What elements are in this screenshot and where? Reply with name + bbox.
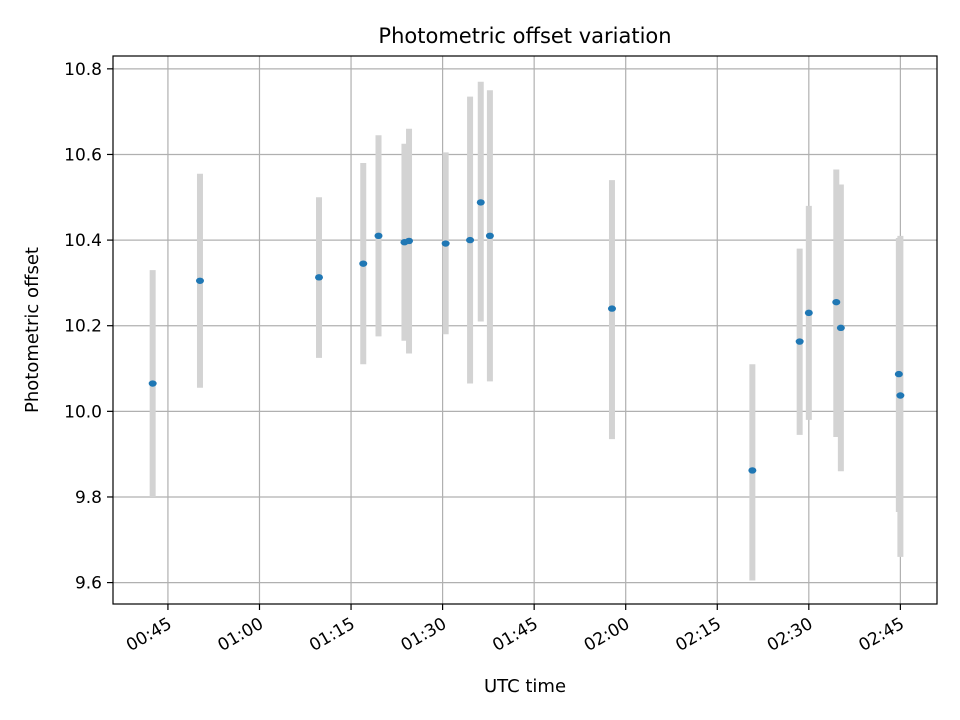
y-tick-label: 9.8 bbox=[75, 488, 102, 508]
x-tick-label: 02:00 bbox=[581, 614, 633, 656]
x-tick-label: 02:45 bbox=[855, 614, 907, 656]
y-tick-label: 10.4 bbox=[64, 231, 102, 251]
x-tick-label: 00:45 bbox=[123, 614, 175, 656]
data-point bbox=[466, 236, 475, 244]
y-tick-label: 10.8 bbox=[64, 60, 102, 80]
chart-title: Photometric offset variation bbox=[378, 24, 671, 48]
data-point bbox=[607, 305, 616, 312]
data-point bbox=[359, 260, 368, 267]
data-point bbox=[894, 370, 903, 378]
y-tick-label: 10.6 bbox=[64, 145, 102, 165]
x-tick-label: 01:45 bbox=[489, 614, 541, 656]
data-point bbox=[836, 324, 845, 332]
y-tick-label: 10.2 bbox=[64, 317, 102, 337]
y-tick-label: 10.0 bbox=[64, 402, 102, 422]
data-point bbox=[195, 277, 204, 284]
data-point bbox=[485, 232, 494, 240]
data-point bbox=[405, 237, 414, 245]
data-point bbox=[795, 338, 804, 345]
data-point bbox=[315, 274, 323, 281]
x-tick-label: 02:15 bbox=[672, 614, 724, 656]
data-point bbox=[374, 232, 383, 240]
data-point bbox=[832, 298, 841, 306]
y-axis-title: Photometric offset bbox=[22, 247, 43, 413]
data-point bbox=[476, 199, 485, 206]
plot-area-frame bbox=[112, 55, 938, 605]
data-point bbox=[896, 392, 905, 399]
data-point bbox=[148, 380, 157, 387]
error-bars bbox=[149, 81, 904, 581]
data-point bbox=[748, 467, 757, 474]
x-tick-label: 01:00 bbox=[215, 614, 267, 656]
y-tick-label: 9.6 bbox=[75, 574, 102, 594]
x-axis-ticks: 00:45 01:00 01:15 01:30 01:45 02:00 02:15 02:30… bbox=[123, 604, 908, 656]
x-axis-title: UTC time bbox=[484, 676, 566, 697]
grid bbox=[113, 56, 937, 604]
data-point bbox=[804, 309, 813, 317]
x-tick-label: 01:15 bbox=[306, 614, 358, 656]
x-tick-label: 01:30 bbox=[398, 614, 450, 656]
data-point bbox=[441, 240, 450, 247]
y-axis-ticks: 9.6 9.8 10.0 10.2 10.4 10.6 10.8 bbox=[64, 60, 113, 594]
data-points bbox=[148, 199, 905, 474]
x-tick-label: 02:30 bbox=[764, 614, 816, 656]
